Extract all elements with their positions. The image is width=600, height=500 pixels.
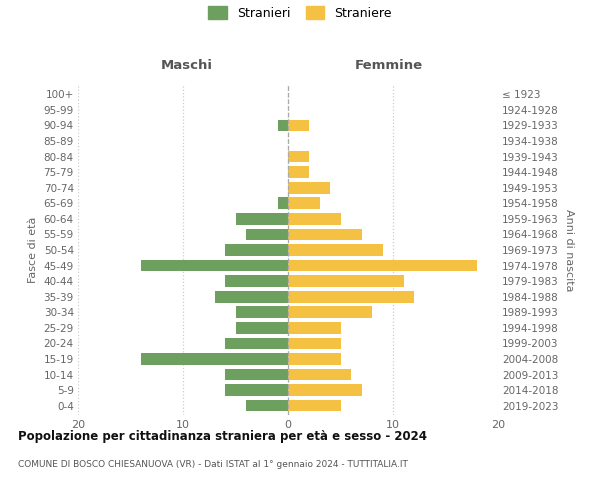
Text: Popolazione per cittadinanza straniera per età e sesso - 2024: Popolazione per cittadinanza straniera p… [18,430,427,443]
Bar [288,166,309,178]
Bar [288,291,414,302]
Bar [288,353,341,365]
Bar [288,338,341,349]
Bar [225,276,288,287]
Text: Maschi: Maschi [161,59,213,72]
Bar [225,368,288,380]
Bar [288,182,330,194]
Bar [288,368,351,380]
Bar [141,353,288,365]
Text: Femmine: Femmine [355,59,423,72]
Bar [288,400,341,411]
Bar [246,400,288,411]
Bar [141,260,288,272]
Y-axis label: Anni di nascita: Anni di nascita [565,208,574,291]
Bar [246,228,288,240]
Bar [288,228,361,240]
Bar [225,338,288,349]
Bar [288,322,341,334]
Bar [288,198,320,209]
Bar [225,244,288,256]
Bar [277,198,288,209]
Bar [288,151,309,162]
Bar [235,322,288,334]
Bar [288,306,372,318]
Bar [288,213,341,224]
Bar [288,260,477,272]
Bar [225,384,288,396]
Legend: Stranieri, Straniere: Stranieri, Straniere [208,6,392,20]
Bar [215,291,288,302]
Bar [277,120,288,132]
Text: COMUNE DI BOSCO CHIESANUOVA (VR) - Dati ISTAT al 1° gennaio 2024 - TUTTITALIA.IT: COMUNE DI BOSCO CHIESANUOVA (VR) - Dati … [18,460,408,469]
Bar [235,213,288,224]
Bar [288,244,383,256]
Bar [288,120,309,132]
Bar [288,384,361,396]
Bar [288,276,404,287]
Bar [235,306,288,318]
Y-axis label: Fasce di età: Fasce di età [28,217,38,283]
